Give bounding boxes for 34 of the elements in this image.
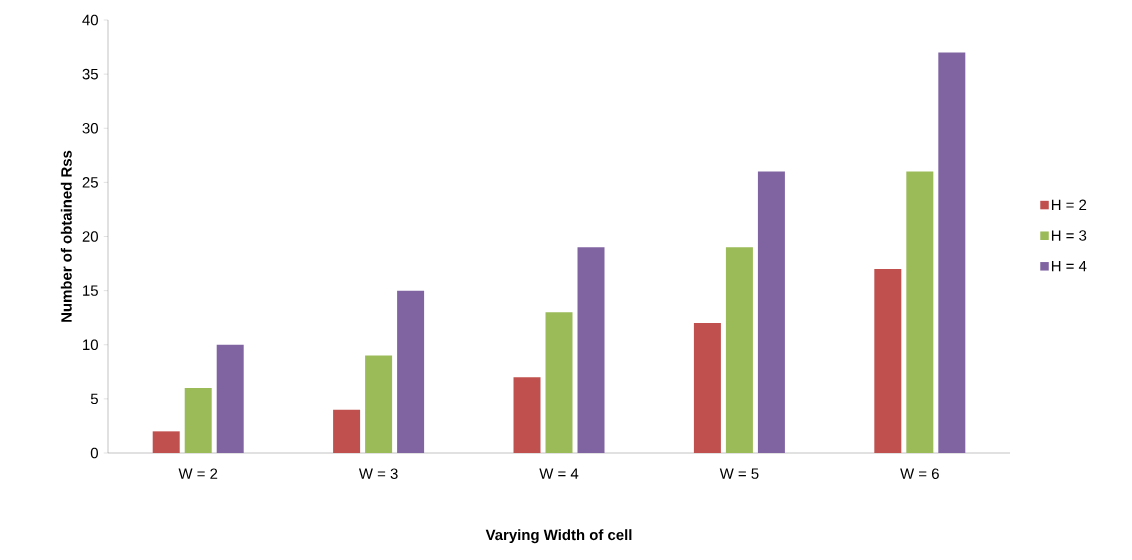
y-tick-label: 10 — [83, 339, 98, 351]
bar — [365, 355, 393, 453]
bar — [152, 431, 180, 453]
bar — [906, 171, 934, 453]
bar — [397, 290, 425, 453]
x-axis-title: Varying Width of cell — [485, 529, 632, 544]
bar — [725, 247, 753, 453]
y-tick-label: 20 — [82, 231, 98, 242]
legend-label: H = 2 — [1051, 199, 1087, 211]
bar — [938, 52, 966, 453]
x-tick-label: W = 5 — [719, 468, 759, 479]
bar — [693, 323, 721, 453]
bar — [333, 409, 361, 453]
bar — [513, 377, 541, 453]
y-tick-label: 35 — [82, 68, 98, 80]
bar — [545, 312, 573, 453]
legend-label: H = 3 — [1051, 230, 1087, 241]
bar — [577, 247, 605, 453]
y-tick-label: 0 — [90, 447, 98, 459]
bar — [216, 344, 244, 453]
y-tick-label: 25 — [82, 177, 98, 188]
x-tick-label: W = 6 — [900, 468, 939, 480]
bar — [184, 388, 212, 453]
x-tick-label: W = 2 — [178, 468, 218, 479]
x-tick-label: W = 3 — [358, 468, 398, 480]
y-tick-label: 40 — [82, 14, 98, 26]
x-tick-label: W = 4 — [539, 468, 579, 479]
y-tick-label: 5 — [90, 393, 98, 405]
bar — [874, 268, 902, 453]
y-tick-label: 30 — [82, 122, 98, 134]
y-axis-title: Number of obtained Rss — [60, 150, 72, 322]
bar — [757, 171, 785, 453]
y-tick-label: 15 — [83, 285, 98, 296]
legend-label: H = 4 — [1051, 260, 1087, 272]
